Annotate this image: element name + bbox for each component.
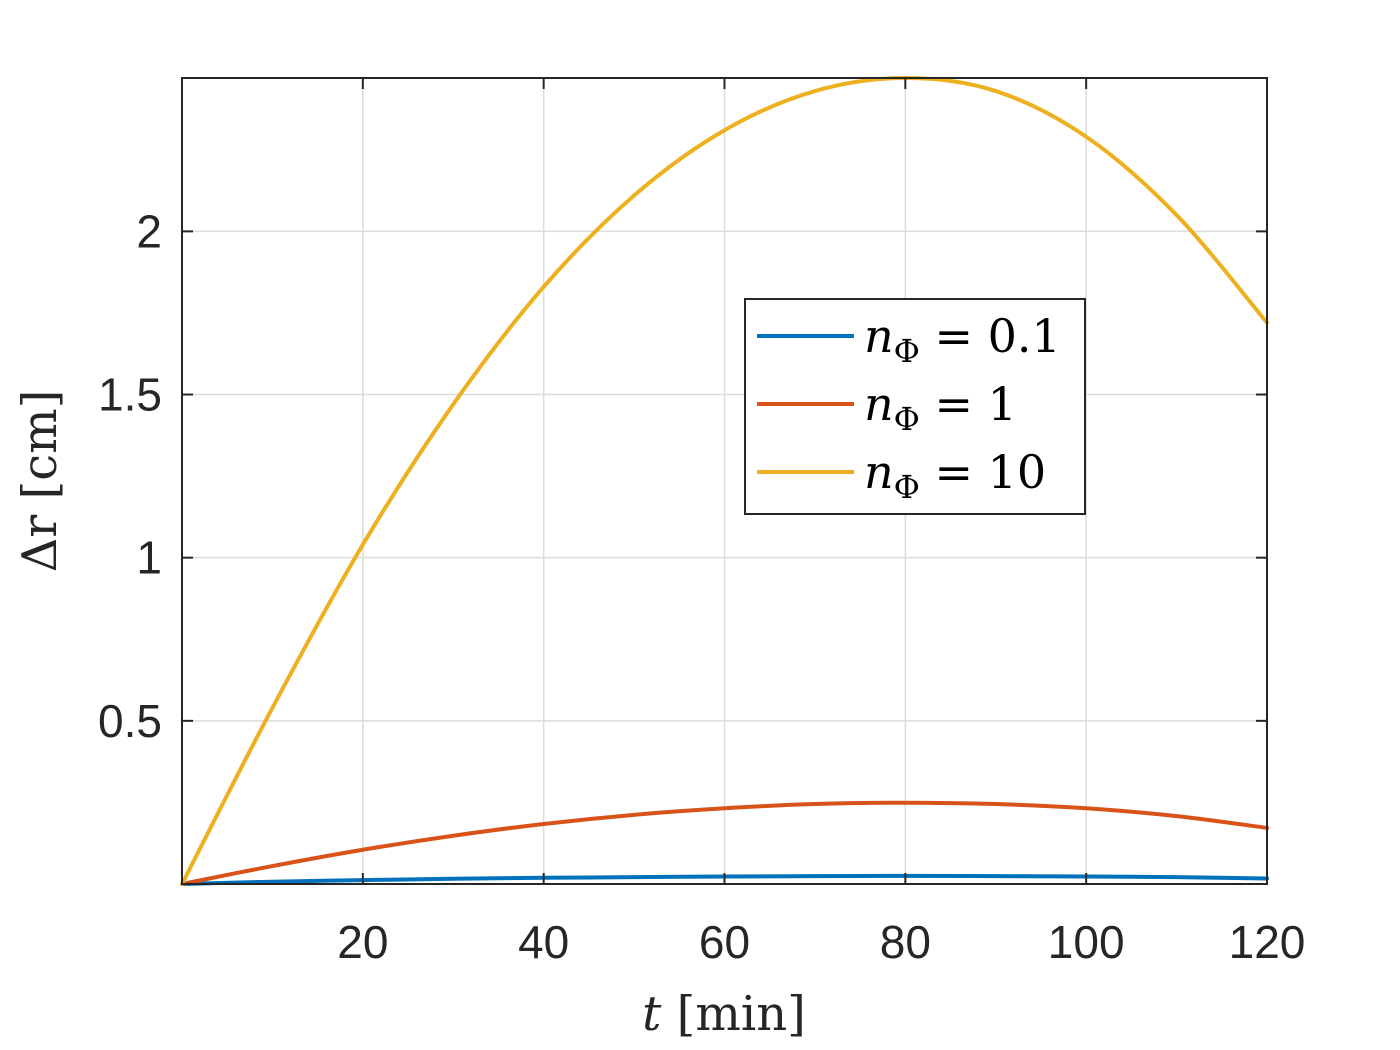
x-tick-label: 100 — [1048, 916, 1125, 968]
series-line-2 — [180, 800, 1269, 886]
legend: nΦ = 0.1 nΦ = 1 nΦ = 10 — [744, 298, 1086, 515]
legend-box — [744, 298, 1086, 515]
y-tick-label: 2 — [136, 205, 162, 257]
x-axis-label: t [min] — [642, 986, 806, 1042]
x-axis-label-symbol: t — [642, 986, 662, 1042]
legend-label-3: nΦ = 10 — [864, 445, 1046, 506]
y-axis-label: Δr [cm] — [12, 390, 68, 573]
x-axis-label-unit: [min] — [661, 986, 806, 1042]
x-tick-label: 40 — [518, 916, 569, 968]
tick-labels: 20 40 60 80 100 120 0.5 1 1.5 2 — [98, 205, 1305, 968]
legend-label-1: nΦ = 0.1 — [864, 309, 1061, 370]
x-tick-label: 80 — [880, 916, 931, 968]
y-tick-label: 1.5 — [98, 369, 162, 421]
legend-label-2: nΦ = 1 — [864, 377, 1017, 438]
series-line-3 — [180, 76, 1269, 886]
y-tick-label: 0.5 — [98, 695, 162, 747]
x-tick-label: 120 — [1229, 916, 1306, 968]
y-axis-label-symbol: Δr — [12, 515, 68, 573]
y-axis-label-unit: [cm] — [12, 390, 68, 515]
x-tick-label: 20 — [337, 916, 388, 968]
axis-ticks — [182, 78, 1268, 884]
y-tick-label: 1 — [136, 532, 162, 584]
x-tick-label: 60 — [699, 916, 750, 968]
